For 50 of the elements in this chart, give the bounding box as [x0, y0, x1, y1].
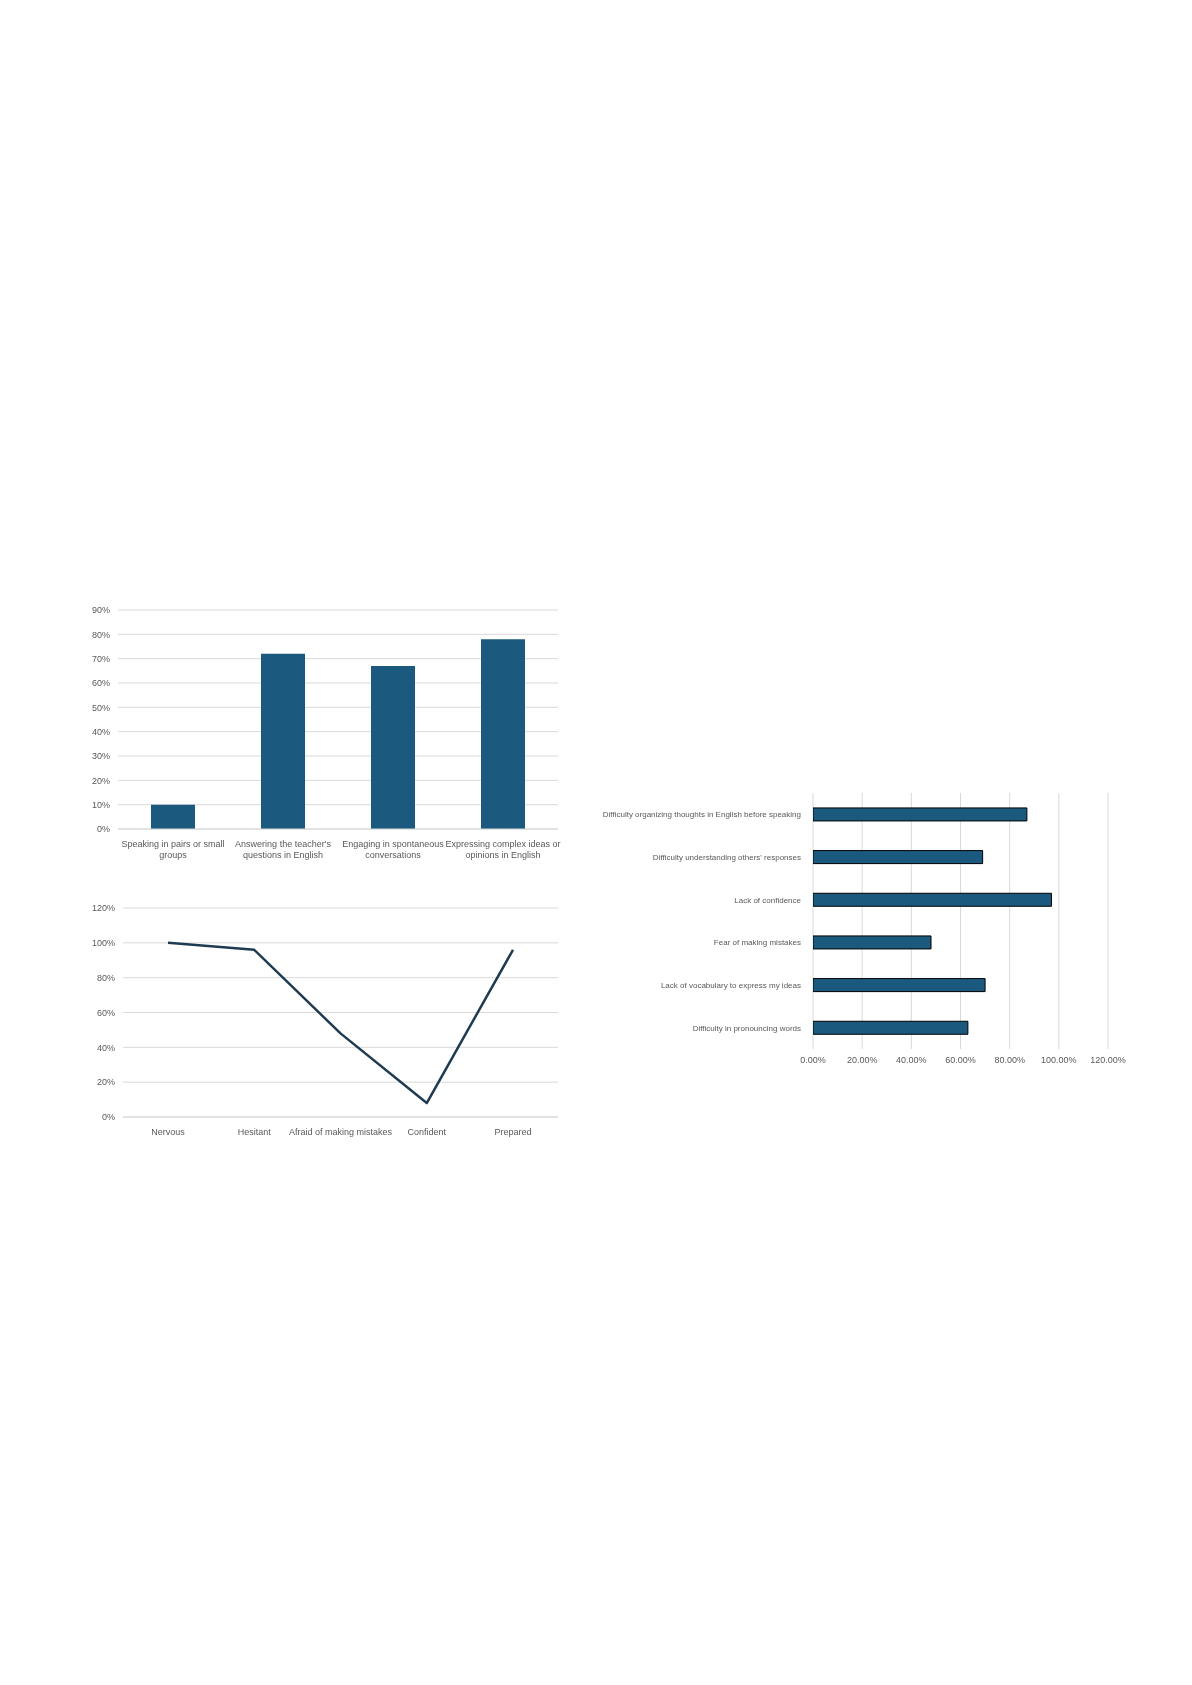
- bar: [813, 850, 984, 865]
- y-tick-label: 60%: [96, 1007, 115, 1018]
- x-tick-label: Afraid of making mistakes: [288, 1127, 393, 1137]
- y-tick-label: 0%: [96, 824, 110, 835]
- x-tick-label: 60.00%: [945, 1055, 976, 1066]
- x-tick-label: 120.00%: [1090, 1055, 1126, 1066]
- x-tick-label: Expressing complex ideas or opinions in English: [445, 839, 561, 860]
- y-tick-label: 50%: [91, 702, 110, 713]
- y-tick-label: 80%: [91, 629, 110, 640]
- line-series: [166, 941, 515, 1105]
- x-tick-label: Engaging in spontaneous conversations: [342, 839, 445, 860]
- y-tick-label: 100%: [91, 938, 115, 949]
- y-tick-label: 60%: [91, 678, 110, 689]
- bar: [481, 639, 525, 829]
- y-tick-label: 40%: [91, 726, 110, 737]
- bar: [813, 892, 1052, 907]
- y-tick-label: Difficulty understanding others' responses: [652, 853, 801, 862]
- y-tick-label: 70%: [91, 653, 110, 664]
- bar: [371, 665, 415, 829]
- y-tick-label: Lack of vocabulary to express my ideas: [660, 981, 801, 990]
- x-tick-label: Prepared: [494, 1127, 532, 1137]
- x-tick-label: 0.00%: [800, 1055, 826, 1066]
- x-tick-label: Hesitant: [237, 1127, 272, 1137]
- x-tick-label: 80.00%: [994, 1055, 1025, 1066]
- y-tick-label: 120%: [91, 903, 115, 914]
- x-tick-label: Confident: [407, 1127, 447, 1137]
- y-tick-label: Difficulty organizing thoughts in English before speaking: [602, 810, 801, 820]
- y-tick-label: Fear of making mistakes: [713, 938, 801, 948]
- x-tick-label: 100.00%: [1041, 1055, 1077, 1066]
- y-tick-label: 30%: [91, 751, 110, 762]
- bar: [813, 978, 986, 993]
- bar: [261, 653, 305, 829]
- bar: [813, 807, 1028, 822]
- y-tick-label: Difficulty in pronouncing words: [692, 1023, 801, 1033]
- y-tick-label: 10%: [91, 799, 110, 810]
- y-tick-label: Lack of confidence: [734, 895, 802, 905]
- x-tick-label: Speaking in pairs or small groups: [121, 839, 225, 860]
- y-tick-label: 80%: [96, 972, 115, 983]
- x-tick-label: 40.00%: [896, 1055, 927, 1066]
- y-tick-label: 0%: [101, 1112, 115, 1123]
- bar: [813, 935, 932, 950]
- y-tick-label: 90%: [91, 605, 110, 616]
- bar: [151, 804, 195, 829]
- x-tick-label: Answering the teacher's questions in English: [235, 839, 332, 860]
- bar: [813, 1020, 969, 1035]
- x-tick-label: 20.00%: [846, 1055, 878, 1066]
- y-tick-label: 20%: [91, 775, 110, 786]
- y-tick-label: 40%: [96, 1042, 115, 1053]
- y-tick-label: 20%: [96, 1077, 115, 1088]
- x-tick-label: Nervous: [151, 1127, 186, 1137]
